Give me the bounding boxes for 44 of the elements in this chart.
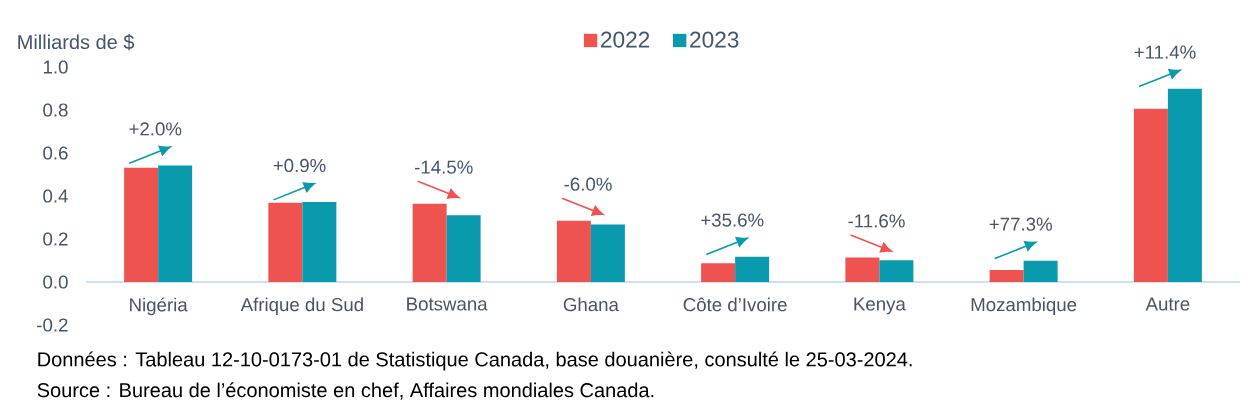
annotation: +35.6% (701, 213, 764, 227)
bar (701, 263, 736, 282)
annotation: -11.6% (848, 214, 905, 228)
bar (158, 165, 193, 282)
y-tick-label: 0.8 (43, 103, 68, 117)
y-tick-label: 0.0 (43, 275, 68, 289)
y-tick-label: -0.2 (37, 318, 68, 332)
bar (1167, 88, 1202, 282)
bar (989, 269, 1024, 282)
bar (124, 167, 159, 282)
y-tick-label: 0.4 (43, 189, 68, 203)
annotation: +2.0% (129, 122, 182, 136)
bar (735, 256, 770, 282)
x-tick-label: Côte d’Ivoire (683, 297, 787, 312)
legend-label: 2023 (690, 31, 739, 48)
x-tick-label: Nigéria (130, 297, 188, 316)
bar (590, 224, 625, 282)
annotation: +77.3% (989, 217, 1052, 231)
x-tick-label: Ghana (563, 297, 619, 312)
annotation: +0.9% (273, 158, 326, 173)
bar (446, 215, 481, 282)
bar (879, 260, 914, 282)
bar (412, 203, 447, 282)
bar (268, 202, 303, 282)
bar (1133, 108, 1168, 282)
source-note: Source : Bureau de l’économiste en chef, Affaires mondiales Canada. (37, 382, 654, 400)
x-tick-label: Autre (1145, 297, 1190, 311)
annotation: -6.0% (564, 177, 612, 191)
y-tick-label: 1.0 (43, 60, 68, 74)
bar (845, 257, 880, 282)
x-tick-label: Botswana (407, 297, 488, 311)
annotation: -14.5% (415, 160, 473, 174)
text: Données : Tableau 12-10-0173-01 de Statistique Canada, base douanière, consulté le 25-03-2024. (38, 351, 912, 371)
text: +11.4% (1134, 45, 1196, 59)
bar (302, 202, 337, 282)
y-tick-label: 0.2 (43, 232, 68, 246)
legend-label: 2022 (601, 31, 650, 48)
bar (556, 220, 591, 282)
bar (1023, 260, 1058, 282)
x-tick-label: Kenya (854, 297, 906, 315)
y-axis-title: Milliards de $ (18, 34, 135, 51)
y-tick-label: 0.6 (43, 146, 68, 160)
x-tick-label: Mozambique (971, 297, 1077, 315)
x-tick-label: Afrique du Sud (240, 297, 363, 315)
